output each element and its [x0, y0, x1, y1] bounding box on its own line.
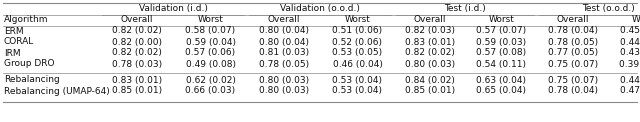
Text: 0.78 (0.03): 0.78 (0.03) — [112, 60, 162, 68]
Text: Test (i.d.): Test (i.d.) — [444, 5, 486, 14]
Text: IRM: IRM — [4, 49, 20, 57]
Text: 0.57 (0.06): 0.57 (0.06) — [186, 49, 236, 57]
Text: 0.78 (0.05): 0.78 (0.05) — [548, 37, 598, 46]
Text: 0.52 (0.06): 0.52 (0.06) — [333, 37, 383, 46]
Text: 0.78 (0.04): 0.78 (0.04) — [548, 86, 598, 96]
Text: 0.53 (0.05): 0.53 (0.05) — [332, 49, 383, 57]
Text: 0.66 (0.03): 0.66 (0.03) — [186, 86, 236, 96]
Text: 0.78 (0.04): 0.78 (0.04) — [548, 26, 598, 36]
Text: Rebalancing (UMAP-64): Rebalancing (UMAP-64) — [4, 86, 109, 96]
Text: 0.51 (0.06): 0.51 (0.06) — [332, 26, 383, 36]
Text: 0.59 (0.03): 0.59 (0.03) — [476, 37, 527, 46]
Text: 0.82 (0.03): 0.82 (0.03) — [405, 26, 455, 36]
Text: Overall: Overall — [268, 15, 300, 25]
Text: 0.59 (0.04): 0.59 (0.04) — [186, 37, 236, 46]
Text: 0.44 (0.06): 0.44 (0.06) — [620, 37, 640, 46]
Text: Worst: Worst — [632, 15, 640, 25]
Text: 0.44 (0.06): 0.44 (0.06) — [620, 76, 640, 85]
Text: 0.43 (0.07): 0.43 (0.07) — [620, 49, 640, 57]
Text: 0.46 (0.04): 0.46 (0.04) — [333, 60, 383, 68]
Text: 0.82 (0.00): 0.82 (0.00) — [112, 37, 162, 46]
Text: 0.80 (0.03): 0.80 (0.03) — [259, 86, 309, 96]
Text: ERM: ERM — [4, 26, 24, 36]
Text: 0.58 (0.07): 0.58 (0.07) — [186, 26, 236, 36]
Text: 0.80 (0.03): 0.80 (0.03) — [259, 76, 309, 85]
Text: 0.75 (0.07): 0.75 (0.07) — [548, 76, 598, 85]
Text: 0.63 (0.04): 0.63 (0.04) — [477, 76, 527, 85]
Text: 0.82 (0.02): 0.82 (0.02) — [112, 26, 162, 36]
Text: Algorithm: Algorithm — [4, 15, 49, 25]
Text: Group DRO: Group DRO — [4, 60, 54, 68]
Text: 0.85 (0.01): 0.85 (0.01) — [405, 86, 455, 96]
Text: 0.62 (0.02): 0.62 (0.02) — [186, 76, 236, 85]
Text: 0.53 (0.04): 0.53 (0.04) — [333, 76, 383, 85]
Text: 0.47 (0.10): 0.47 (0.10) — [620, 86, 640, 96]
Text: Rebalancing: Rebalancing — [4, 76, 60, 85]
Text: Validation (o.o.d.): Validation (o.o.d.) — [280, 5, 360, 14]
Text: 0.80 (0.03): 0.80 (0.03) — [405, 60, 455, 68]
Text: CORAL: CORAL — [4, 37, 35, 46]
Text: 0.83 (0.01): 0.83 (0.01) — [405, 37, 455, 46]
Text: 0.83 (0.01): 0.83 (0.01) — [112, 76, 162, 85]
Text: Test (o.o.d.): Test (o.o.d.) — [582, 5, 634, 14]
Text: 0.57 (0.08): 0.57 (0.08) — [476, 49, 527, 57]
Text: 0.82 (0.02): 0.82 (0.02) — [405, 49, 455, 57]
Text: Overall: Overall — [557, 15, 589, 25]
Text: 0.84 (0.02): 0.84 (0.02) — [405, 76, 455, 85]
Text: 0.54 (0.11): 0.54 (0.11) — [477, 60, 527, 68]
Text: 0.78 (0.05): 0.78 (0.05) — [259, 60, 309, 68]
Text: 0.81 (0.03): 0.81 (0.03) — [259, 49, 309, 57]
Text: 0.82 (0.02): 0.82 (0.02) — [112, 49, 162, 57]
Text: 0.45 (0.06): 0.45 (0.06) — [620, 26, 640, 36]
Text: Overall: Overall — [413, 15, 446, 25]
Text: 0.39 (0.06): 0.39 (0.06) — [620, 60, 640, 68]
Text: 0.80 (0.04): 0.80 (0.04) — [259, 26, 309, 36]
Text: 0.75 (0.07): 0.75 (0.07) — [548, 60, 598, 68]
Text: 0.49 (0.08): 0.49 (0.08) — [186, 60, 236, 68]
Text: Worst: Worst — [198, 15, 223, 25]
Text: 0.53 (0.04): 0.53 (0.04) — [333, 86, 383, 96]
Text: Worst: Worst — [488, 15, 515, 25]
Text: 0.85 (0.01): 0.85 (0.01) — [112, 86, 162, 96]
Text: 0.65 (0.04): 0.65 (0.04) — [477, 86, 527, 96]
Text: 0.77 (0.05): 0.77 (0.05) — [548, 49, 598, 57]
Text: 0.80 (0.04): 0.80 (0.04) — [259, 37, 309, 46]
Text: Validation (i.d.): Validation (i.d.) — [139, 5, 207, 14]
Text: Worst: Worst — [344, 15, 371, 25]
Text: Overall: Overall — [121, 15, 153, 25]
Text: 0.57 (0.07): 0.57 (0.07) — [476, 26, 527, 36]
